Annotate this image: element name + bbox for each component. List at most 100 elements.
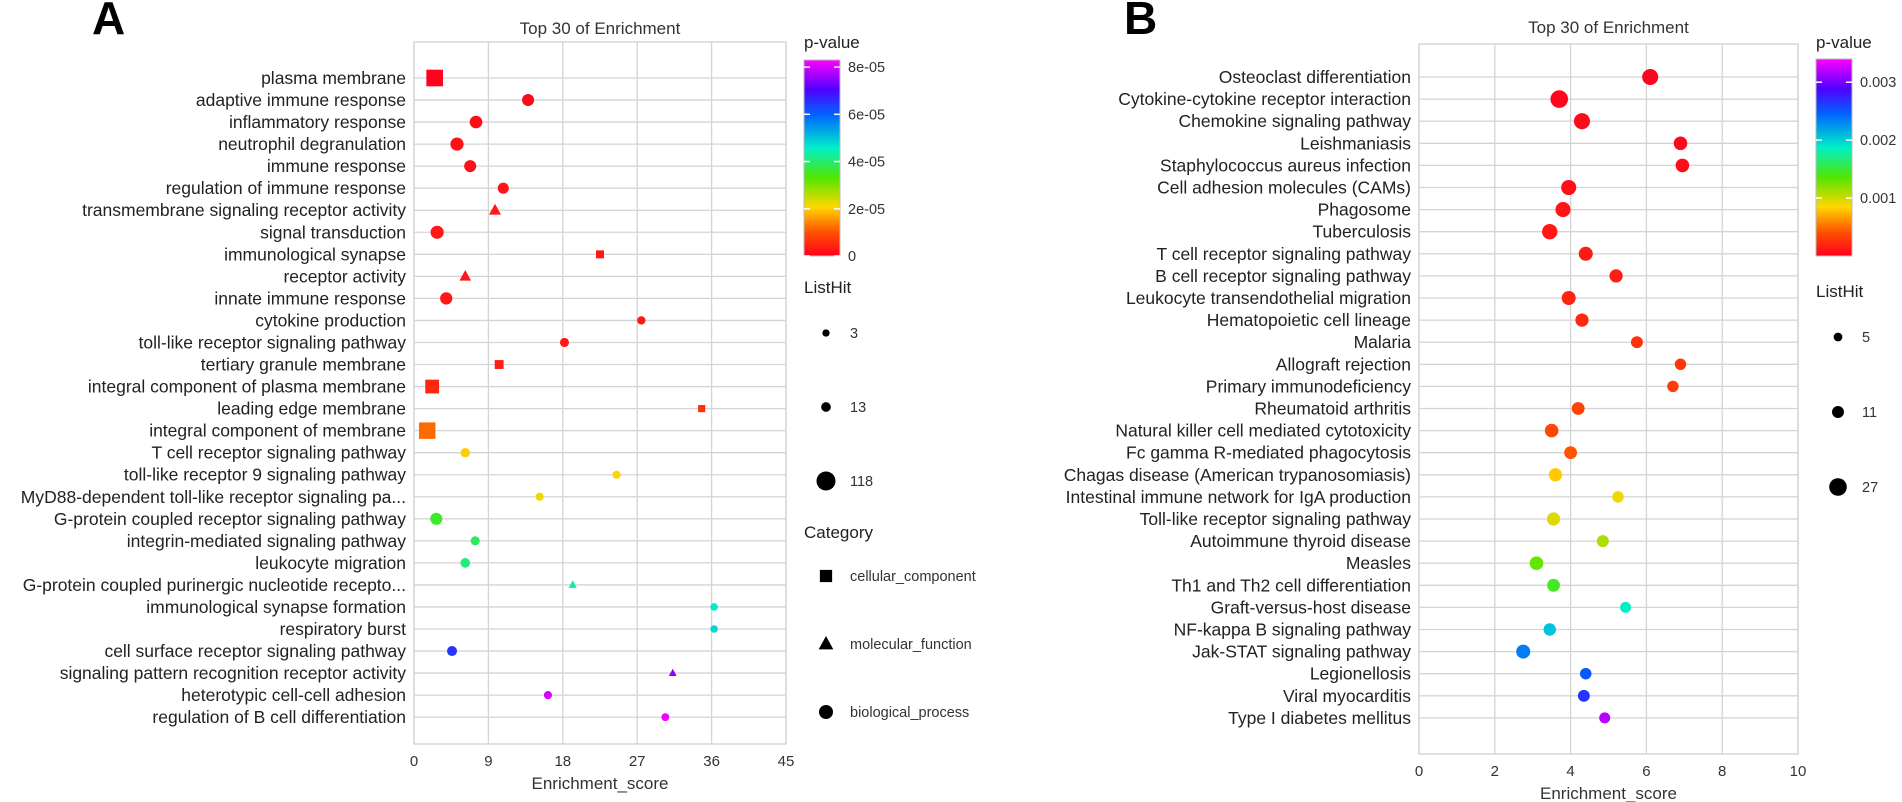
panel-a-point-leukocyte-migration: [460, 558, 471, 568]
panel-a-colorbar-tick-label: 0: [848, 249, 856, 265]
panel-b-point-cell-adhesion-molecules-cams: [1561, 179, 1577, 196]
panel-b-title: Top 30 of Enrichment: [1528, 18, 1689, 37]
panel-a-point-plasma-membrane: [426, 69, 443, 87]
panel-b-term-label: T cell receptor signaling pathway: [1156, 244, 1411, 264]
panel-b-point-b-cell-receptor-signaling-pathway: [1609, 269, 1623, 283]
panel-b-point-legionellosis: [1580, 667, 1592, 680]
panel-b-x-tick-label: 8: [1718, 763, 1726, 780]
panel-a-term-label: immunological synapse formation: [146, 597, 406, 617]
panel-a-listhit-legend-title: ListHit: [804, 278, 852, 297]
panel-b-point-intestinal-immune-network-for-iga-production: [1612, 491, 1624, 503]
panel-a-point-immune-response: [464, 160, 477, 173]
panel-a-term-label: adaptive immune response: [196, 90, 406, 110]
panel-b-listhit-legend-key: [1833, 332, 1843, 342]
panel-a-category-legend-label: cellular_component: [850, 569, 976, 585]
panel-a-point-inflammatory-response: [469, 115, 483, 129]
panel-a-term-label: regulation of B cell differentiation: [152, 707, 406, 727]
panel-a-point-t-cell-receptor-signaling-pathway: [460, 447, 470, 458]
panel-b-point-natural-killer-cell-mediated-cytotoxicity: [1544, 423, 1559, 438]
panel-a-term-label: toll-like receptor signaling pathway: [139, 332, 407, 352]
panel-b-colorbar-tick-label: 0.002: [1860, 133, 1896, 149]
panel-b-term-label: Cytokine-cytokine receptor interaction: [1118, 89, 1411, 109]
panel-a-point-regulation-of-b-cell-differentiation: [661, 713, 670, 722]
panel-a-x-tick-label: 0: [410, 753, 418, 770]
panel-b-term-label: Osteoclast differentiation: [1219, 67, 1411, 87]
panel-b-x-tick-label: 10: [1790, 763, 1807, 780]
panel-a-term-label: integrin-mediated signaling pathway: [127, 531, 406, 551]
panel-b-term-label: Th1 and Th2 cell differentiation: [1171, 575, 1411, 595]
panel-a-term-label: signal transduction: [260, 222, 406, 242]
panel-a-listhit-legend-label: 118: [850, 474, 873, 490]
panel-b-term-label: Tuberculosis: [1312, 222, 1411, 242]
panel-a-point-regulation-of-immune-response: [497, 182, 509, 194]
panel-a-term-label: inflammatory response: [229, 112, 406, 132]
panel-a-term-label: leading edge membrane: [217, 399, 406, 419]
panel-b-term-label: Primary immunodeficiency: [1206, 376, 1411, 396]
panel-a-point-signal-transduction: [430, 225, 444, 239]
panel-a-point-integral-component-of-membrane: [418, 422, 436, 439]
panel-a-title: Top 30 of Enrichment: [520, 19, 681, 38]
panel-a-point-adaptive-immune-response: [522, 94, 535, 107]
panel-a-term-label: cell surface receptor signaling pathway: [104, 641, 406, 661]
panel-a-x-tick-label: 45: [778, 753, 795, 770]
panel-b-term-label: Phagosome: [1318, 200, 1411, 220]
panel-b-point-rheumatoid-arthritis: [1571, 402, 1585, 415]
panel-a-term-label: signaling pattern recognition receptor a…: [60, 663, 407, 683]
panel-a-point-immunological-synapse: [596, 250, 604, 259]
panel-b-point-type-i-diabetes-mellitus: [1599, 712, 1611, 724]
panel-a-category-legend-key: [819, 705, 833, 719]
panel-b-point-cytokine-cytokine-receptor-interaction: [1550, 90, 1569, 108]
panel-a-term-label: integral component of plasma membrane: [88, 377, 406, 397]
panel-b-point-nf-kappa-b-signaling-pathway: [1543, 623, 1556, 636]
panel-b-listhit-legend-title: ListHit: [1816, 282, 1864, 301]
panel-a-point-transmembrane-signaling-receptor-activity: [489, 203, 502, 215]
panel-b-x-tick-label: 2: [1491, 763, 1499, 780]
panel-a-colorbar-tick-label: 2e-05: [848, 202, 885, 218]
panel-a-point-g-protein-coupled-receptor-signaling-pathway: [430, 512, 443, 525]
panel-b-point-chemokine-signaling-pathway: [1573, 113, 1591, 130]
panel-a-letter: A: [92, 0, 125, 44]
panel-b-point-autoimmune-thyroid-disease: [1596, 535, 1609, 548]
panel-a-listhit-legend-label: 13: [850, 400, 866, 416]
panel-b-pvalue-colorbar: [1815, 58, 1853, 257]
panel-a-point-respiratory-burst: [710, 625, 718, 633]
panel-b-term-label: NF-kappa B signaling pathway: [1174, 620, 1412, 640]
panel-a-pvalue-colorbar: [803, 59, 841, 257]
panel-a-term-label: transmembrane signaling receptor activit…: [82, 200, 406, 220]
panel-b-point-staphylococcus-aureus-infection: [1675, 158, 1690, 173]
panel-b-pvalue-legend-title: p-value: [1816, 33, 1872, 52]
panel-b-point-viral-myocarditis: [1577, 689, 1590, 702]
panel-a-term-label: cytokine production: [255, 310, 406, 330]
panel-a-category-legend-key: [819, 569, 833, 583]
panel-b-term-label: Viral myocarditis: [1283, 686, 1411, 706]
panel-b-letter: B: [1124, 0, 1157, 44]
panel-b-term-label: Cell adhesion molecules (CAMs): [1157, 178, 1411, 198]
panel-a-term-label: toll-like receptor 9 signaling pathway: [124, 465, 406, 485]
panel-a-point-innate-immune-response: [440, 292, 453, 305]
panel-a-term-label: regulation of immune response: [166, 178, 406, 198]
panel-b-term-label: Chemokine signaling pathway: [1179, 111, 1412, 131]
panel-a-term-label: G-protein coupled receptor signaling pat…: [54, 509, 406, 529]
panel-a-term-label: neutrophil degranulation: [218, 134, 406, 154]
panel-a-colorbar-tick-label: 6e-05: [848, 107, 885, 123]
panel-a-term-label: receptor activity: [283, 266, 406, 286]
panel-b-x-tick-label: 6: [1642, 763, 1650, 780]
panel-a-x-tick-label: 9: [484, 753, 492, 770]
panel-a-category-legend-label: biological_process: [850, 705, 969, 721]
panel-a-point-myd88-dependent-toll-like-receptor-signaling-pa: [535, 492, 544, 501]
panel-b-term-label: Measles: [1346, 553, 1411, 573]
panel-a-term-label: plasma membrane: [261, 68, 406, 88]
panel-a-term-label: respiratory burst: [280, 619, 407, 639]
panel-a-listhit-legend-key: [822, 329, 830, 337]
panel-a-category-legend-label: molecular_function: [850, 637, 972, 653]
panel-a-listhit-legend-key: [816, 471, 836, 491]
panel-b-point-leukocyte-transendothelial-migration: [1561, 290, 1576, 306]
panel-b-term-label: B cell receptor signaling pathway: [1155, 266, 1411, 286]
panel-b-listhit-legend-label: 11: [1862, 405, 1877, 421]
panel-b-term-label: Leishmaniasis: [1300, 133, 1411, 153]
panel-b-point-th1-and-th2-cell-differentiation: [1547, 578, 1560, 592]
panel-b-point-measles: [1529, 556, 1544, 571]
panel-b-point-graft-versus-host-disease: [1620, 601, 1632, 613]
panel-b-x-tick-label: 0: [1415, 763, 1423, 780]
